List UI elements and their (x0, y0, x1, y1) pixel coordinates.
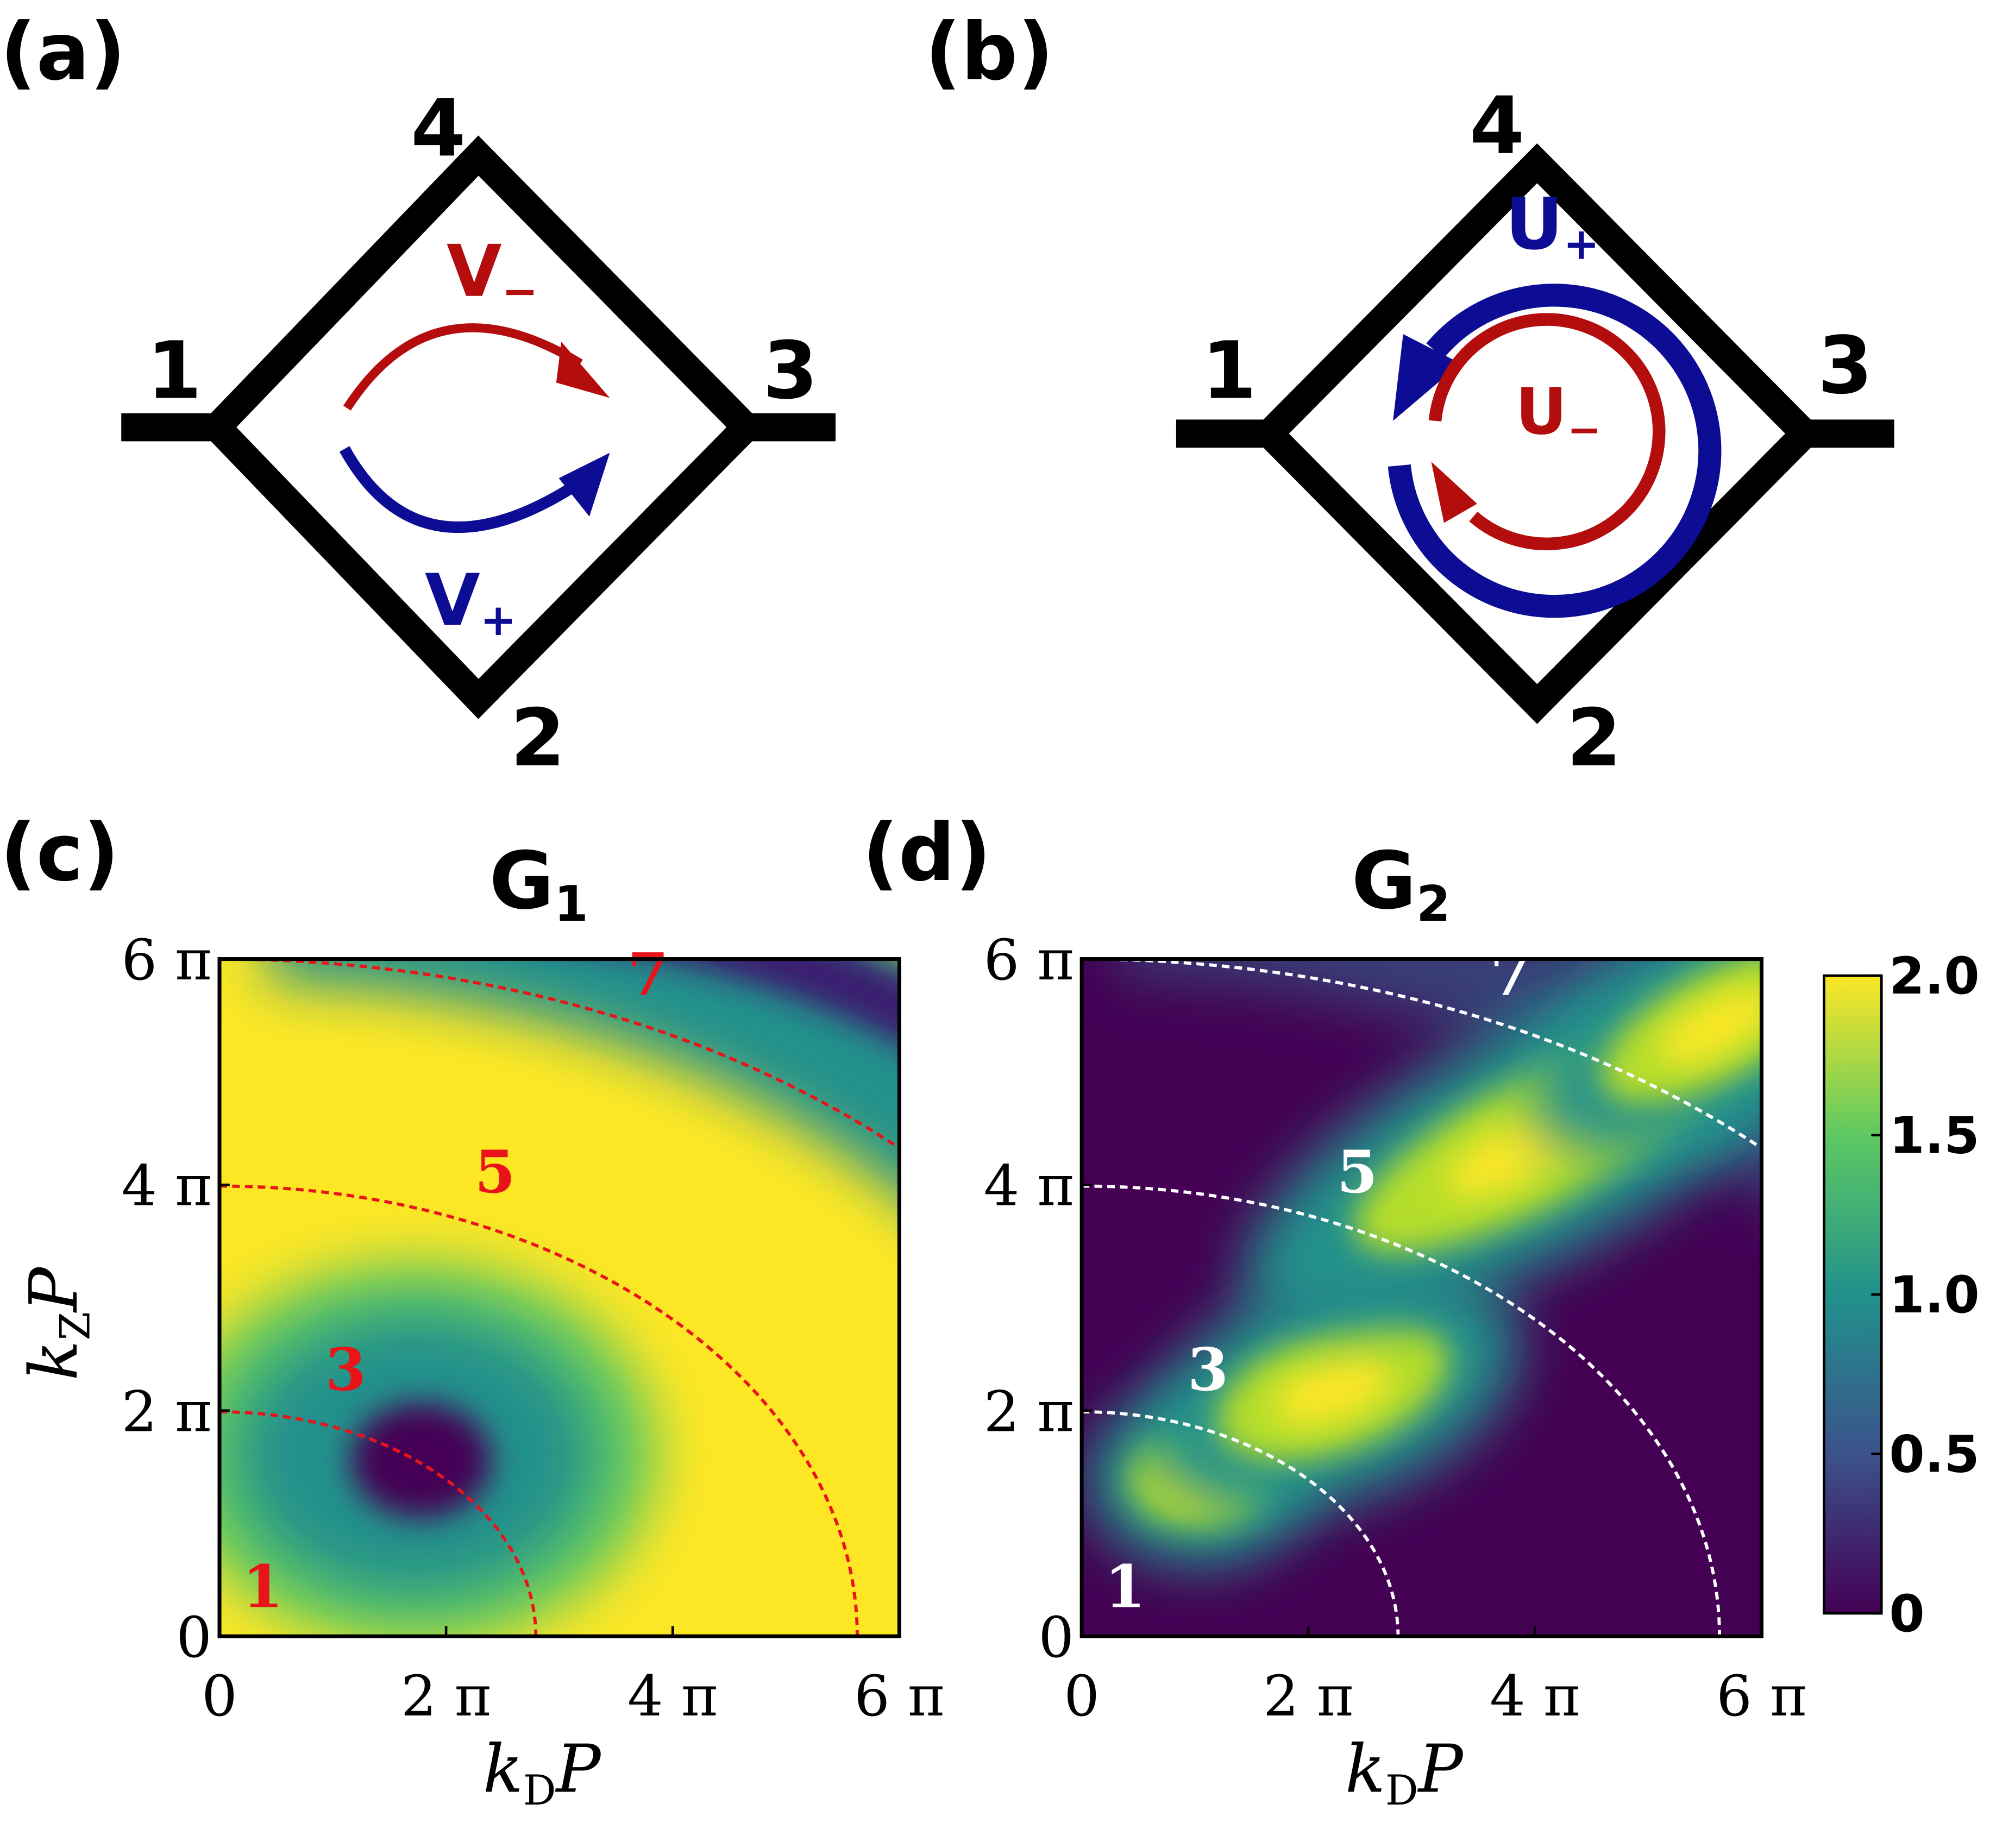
x-tick-label: 4 π (627, 1664, 718, 1729)
curve-label: 7 (1490, 940, 1530, 1009)
node-label: 2 (1566, 693, 1621, 784)
arrow-label: U− (1515, 374, 1601, 454)
node-label: 4 (411, 83, 466, 174)
arrow-head (1393, 334, 1461, 421)
curve-label: 3 (1188, 1336, 1228, 1404)
label-main: G (489, 835, 554, 927)
curve-label: 5 (1337, 1138, 1378, 1206)
colorbar-tick-label: 0.5 (1889, 1425, 1979, 1484)
panel-label: (c) (0, 807, 119, 899)
label-sub: D (1385, 1767, 1418, 1814)
y-tick-label: 6 π (121, 928, 211, 993)
arrow-head (1431, 461, 1477, 523)
panel-label: (a) (0, 7, 125, 98)
curve-label: 3 (325, 1336, 366, 1404)
label-tail: P (15, 1266, 92, 1313)
colorbar-tick-label: 0 (1889, 1585, 1924, 1644)
colorbar-tick-label: 1.0 (1889, 1266, 1979, 1325)
y-tick-label: 0 (176, 1605, 212, 1670)
x-tick-label: 2 π (401, 1664, 491, 1729)
node-label: 2 (510, 693, 565, 784)
panel-label: (b) (925, 7, 1053, 98)
resonance-curve (1082, 959, 1762, 1151)
arrow-label: V+ (425, 559, 517, 645)
label-sub: − (1567, 406, 1602, 454)
curve-label: 7 (627, 940, 668, 1009)
resonance-curve (219, 1184, 859, 1637)
heatmap (219, 959, 900, 1637)
label-main: U (1515, 374, 1567, 449)
node-label: 1 (1202, 325, 1257, 417)
label-tail: P (555, 1731, 602, 1808)
arrow (339, 446, 584, 533)
label-main: G (1352, 835, 1416, 927)
y-tick-label: 4 π (984, 1154, 1074, 1219)
label-main: k (15, 1341, 92, 1381)
label-main: k (483, 1731, 523, 1808)
diagram-b: (b) 1 2 3 4 U+ U− (925, 7, 1894, 784)
label-main: k (1345, 1731, 1385, 1808)
heatmap (1082, 959, 1762, 1637)
x-tick-label: 2 π (1263, 1664, 1353, 1729)
arrow-head (558, 452, 610, 517)
label-main: V (447, 230, 502, 313)
y-tick-label: 2 π (121, 1379, 211, 1444)
label-sub: + (480, 595, 517, 645)
arrow-head (556, 342, 610, 398)
label-main: V (425, 559, 480, 642)
label-sub: 2 (1416, 876, 1451, 933)
arrow (1428, 313, 1666, 550)
field-blob (1658, 990, 1762, 1064)
label: kDP (1345, 1731, 1464, 1814)
label-sub: − (502, 266, 538, 316)
colorbar-tick-label: 2.0 (1889, 947, 1979, 1006)
node-label: 3 (763, 325, 818, 417)
arrow-label: U+ (1505, 183, 1600, 269)
resonance-curve (1082, 1184, 1721, 1637)
node-label: 3 (1818, 320, 1873, 412)
label: G2 (1352, 835, 1451, 933)
field-blob (1275, 1357, 1391, 1424)
frame (1079, 957, 1764, 1638)
resonance-curve (219, 959, 900, 1151)
label-sub: Z (52, 1312, 99, 1341)
label: kDP (483, 1731, 602, 1814)
diagram-a: (a) 1 2 3 4 V− V+ (0, 7, 836, 784)
y-tick-label: 2 π (984, 1379, 1074, 1444)
x-tick-label: 4 π (1490, 1664, 1580, 1729)
y-tick-label: 4 π (121, 1154, 211, 1219)
label-sub: 1 (554, 876, 588, 933)
x-tick-label: 0 (1064, 1664, 1100, 1729)
label: kZP (15, 1266, 99, 1381)
x-tick-label: 6 π (1716, 1664, 1806, 1729)
resonance-curve (219, 1410, 538, 1637)
x-tick-label: 6 π (854, 1664, 944, 1729)
y-tick-label: 0 (1038, 1605, 1074, 1670)
curve-label: 5 (475, 1138, 516, 1206)
curve-label: 1 (242, 1552, 283, 1621)
arrow (1388, 284, 1722, 618)
label-tail: P (1417, 1731, 1464, 1808)
field-band (268, 959, 900, 1193)
label-sub: D (523, 1767, 556, 1814)
arrow-label: V− (447, 230, 538, 317)
label-sub: + (1563, 219, 1599, 269)
resonance-curve (1082, 1410, 1400, 1637)
colorbar-tick-label: 1.5 (1889, 1106, 1979, 1165)
node-label: 1 (147, 325, 202, 417)
y-tick-label: 6 π (984, 928, 1074, 993)
node-label: 4 (1470, 80, 1524, 172)
curve-label: 1 (1104, 1552, 1145, 1621)
label-main: U (1505, 183, 1564, 266)
panel-label: (d) (862, 807, 991, 899)
x-tick-label: 0 (202, 1664, 237, 1729)
label: G1 (489, 835, 588, 933)
field-blob (350, 1403, 492, 1518)
frame (217, 957, 901, 1638)
arrow (343, 323, 583, 411)
